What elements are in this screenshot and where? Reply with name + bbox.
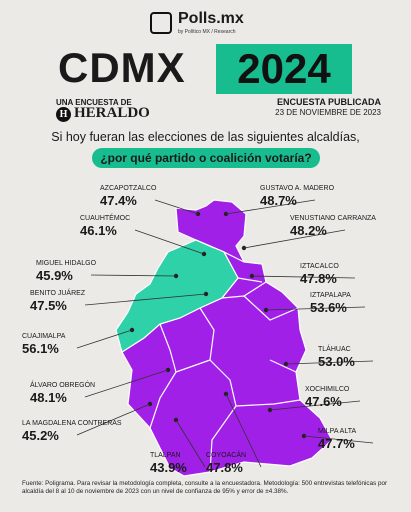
leader-line <box>90 274 177 277</box>
leader-line <box>251 275 356 279</box>
sponsor-line: UNA ENCUESTA DE <box>56 98 132 107</box>
alcaldia-value: 47.8% <box>206 460 243 475</box>
leader-line <box>225 199 316 215</box>
alcaldia-name: CUAJIMALPA <box>22 333 66 340</box>
alcaldia-value: 47.8% <box>300 271 337 286</box>
alcaldia-name: LA MAGDALENA CONTRERAS <box>22 420 122 427</box>
alcaldia-name: TLALPAN <box>150 452 181 459</box>
alcaldia-value: 45.2% <box>22 428 59 443</box>
alcaldia-name: AZCAPOTZALCO <box>100 185 157 192</box>
leader-line <box>84 293 207 306</box>
alcaldia-value: 56.1% <box>22 341 59 356</box>
question-line-1: Si hoy fueran las elecciones de las sigu… <box>51 130 360 144</box>
alcaldia-name: IZTACALCO <box>300 263 339 270</box>
leader-line <box>175 419 206 468</box>
heraldo-logo-icon: H <box>56 107 71 122</box>
question-line-2: ¿por qué partido o coalición votaría? <box>92 148 320 168</box>
alcaldia-name: COYOACÁN <box>206 452 247 459</box>
leader-line <box>265 306 366 311</box>
leader-line <box>303 435 374 444</box>
alcaldia-value: 47.7% <box>318 436 355 451</box>
alcaldia-value: 48.1% <box>30 390 67 405</box>
leader-line <box>134 229 205 255</box>
alcaldia-value: 53.0% <box>318 354 355 369</box>
alcaldia-value: 45.9% <box>36 268 73 283</box>
published-date: 23 DE NOVIEMBRE DE 2023 <box>275 108 381 117</box>
leader-line <box>154 199 199 215</box>
alcaldia-name: ÁLVARO OBREGÓN <box>30 382 96 389</box>
title-city: CDMX <box>58 44 186 91</box>
leader-line <box>84 369 169 398</box>
map-borders <box>149 239 301 473</box>
polls-logo-icon <box>150 12 172 34</box>
alcaldia-name: BENITO JUÁREZ <box>30 290 86 297</box>
alcaldia-value: 47.6% <box>305 394 342 409</box>
region-opposition-west <box>115 239 239 353</box>
alcaldia-name: VENUSTIANO CARRANZA <box>290 215 376 222</box>
alcaldia-name: MIGUEL HIDALGO <box>36 260 97 267</box>
brand-subtitle: by Político MX / Research <box>178 29 236 35</box>
leader-line <box>269 400 361 411</box>
leader-line <box>225 393 262 468</box>
alcaldia-value: 43.9% <box>150 460 187 475</box>
alcaldia-value: 53.6% <box>310 300 347 315</box>
region-morena-north <box>121 199 333 477</box>
alcaldia-value: 48.7% <box>260 193 297 208</box>
title-year: 2024 <box>216 44 352 94</box>
sponsor-name: HERALDO <box>74 105 150 121</box>
alcaldia-name: CUAUHTÉMOC <box>80 215 131 222</box>
alcaldia-value: 47.5% <box>30 298 67 313</box>
alcaldia-name: IZTAPALAPA <box>310 292 351 299</box>
alcaldia-name: XOCHIMILCO <box>305 386 350 393</box>
leader-line <box>285 360 374 365</box>
footer-source: Fuente: Poligrama. Para revisar la metod… <box>22 480 388 495</box>
published-label: ENCUESTA PUBLICADA <box>276 97 381 107</box>
alcaldia-value: 48.2% <box>290 223 327 238</box>
leader-line <box>76 403 151 436</box>
brand-name: Polls.mx <box>178 10 244 27</box>
leader-line <box>243 229 346 249</box>
alcaldia-value: 47.4% <box>100 193 137 208</box>
alcaldia-name: MILPA ALTA <box>318 428 357 435</box>
alcaldia-value: 46.1% <box>80 223 117 238</box>
alcaldia-name: GUSTAVO A. MADERO <box>260 185 335 192</box>
leader-line <box>76 329 133 349</box>
alcaldia-name: TLÁHUAC <box>318 346 351 353</box>
